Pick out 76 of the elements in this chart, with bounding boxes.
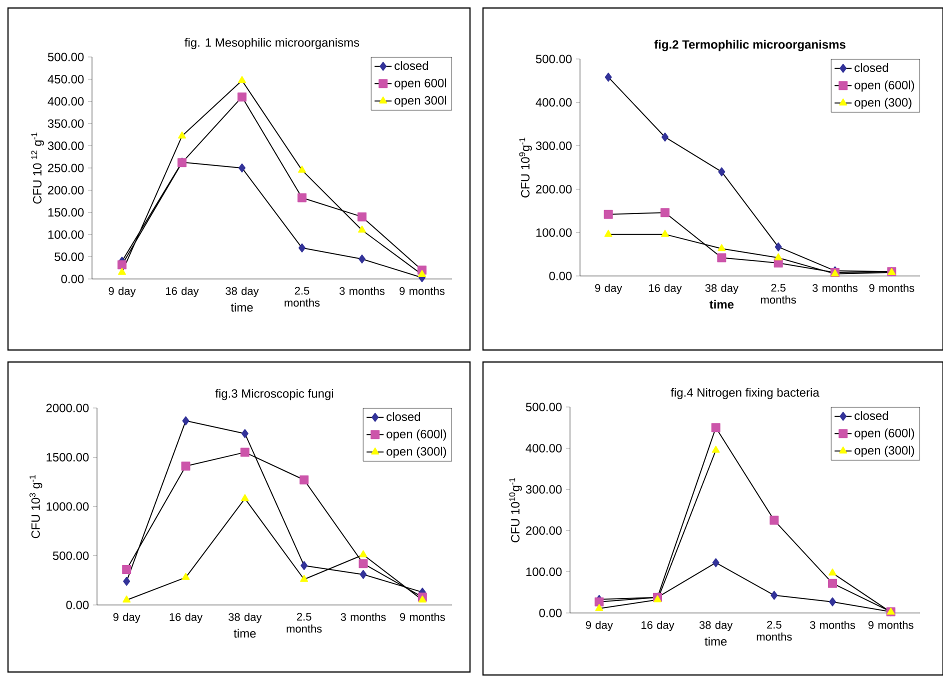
x-tick-label: 16 day — [642, 620, 674, 632]
x-tick-label: 2.5 months — [286, 612, 322, 633]
y-tick-label: 500.00 — [536, 54, 572, 64]
y-tick-label: 100.00 — [536, 228, 572, 237]
x-tick-label: 2.5 months — [761, 284, 796, 304]
x-tick-label: 38 day — [226, 286, 259, 298]
y-tick-label: 150.00 — [48, 208, 84, 217]
y-tick-label: 400.00 — [48, 97, 84, 106]
legend-label: closed — [386, 412, 420, 421]
y-axis-title: CFU 10$^{10}$g$^{-1}$ — [509, 478, 522, 542]
y-axis-title: CFU 10$^{3}$ g$^{-1}$ — [30, 475, 42, 538]
legend-label: closed — [394, 61, 428, 70]
y-axis-title: CFU 10 $^{12}$ g$^{-1}$ — [31, 132, 44, 204]
y-tick-label: 500.00 — [48, 52, 84, 62]
y-tick-label: 200.00 — [536, 184, 572, 194]
legend-label: open (300) — [854, 98, 912, 110]
x-axis-title: time — [230, 302, 253, 312]
x-tick-label: 9 months — [868, 620, 914, 629]
legend-label: open 300l — [394, 96, 446, 108]
x-tick-label: 16 day — [166, 286, 199, 298]
x-tick-label: 3 months — [340, 612, 386, 621]
chart-title: fig.4 Nitrogen fixing bacteria — [670, 388, 820, 400]
x-tick-label: 9 months — [400, 286, 445, 295]
x-tick-label: 3 months — [812, 284, 858, 292]
x-tick-label: 38 day — [228, 612, 262, 624]
x-axis-title: time — [704, 636, 727, 646]
y-tick-label: 1500.00 — [46, 452, 89, 462]
legend-label: open (300l) — [386, 446, 446, 458]
x-tick-label: 2.5 months — [284, 286, 320, 307]
legend-label: open (600l) — [386, 429, 446, 441]
y-tick-label: 100.00 — [526, 568, 562, 576]
y-tick-label: 200.00 — [526, 526, 562, 535]
y-tick-label: 500.00 — [52, 551, 89, 560]
chart-title: fig. 1 Mesophilic microorganisms — [184, 38, 360, 50]
y-tick-label: 300.00 — [526, 485, 562, 494]
y-tick-label: 0.00 — [549, 272, 572, 280]
chart-title: fig.3 Microscopic fungi — [215, 388, 334, 400]
x-tick-label: 9 months — [400, 612, 445, 621]
x-tick-label: 16 day — [170, 612, 203, 624]
legend-label: open (600l) — [854, 428, 914, 440]
y-tick-label: 1000.00 — [46, 502, 89, 511]
y-tick-label: 300.00 — [48, 142, 84, 150]
legend-label: open (300l) — [854, 446, 914, 458]
x-tick-label: 9 day — [586, 620, 613, 632]
x-tick-label: 9 day — [113, 612, 140, 624]
y-tick-label: 350.00 — [48, 119, 84, 128]
legend-label: closed — [854, 411, 888, 420]
y-tick-label: 2000.00 — [46, 404, 89, 412]
x-axis-title: time — [709, 300, 734, 309]
y-tick-label: 400.00 — [526, 444, 562, 452]
x-tick-label: 38 day — [699, 620, 733, 632]
y-tick-label: 50.00 — [54, 252, 84, 262]
y-tick-label: 450.00 — [48, 74, 84, 84]
x-axis-title: time — [234, 628, 256, 638]
y-tick-label: 0.00 — [61, 274, 84, 284]
y-tick-label: 0.00 — [66, 600, 89, 610]
x-tick-label: 2.5 months — [756, 620, 792, 641]
x-tick-label: 38 day — [705, 284, 738, 294]
y-tick-label: 400.00 — [536, 98, 572, 107]
legend-label: open (600l) — [854, 80, 914, 92]
x-tick-label: 3 months — [340, 286, 385, 295]
y-tick-label: 250.00 — [48, 164, 84, 172]
x-tick-label: 9 months — [869, 284, 914, 292]
x-tick-label: 3 months — [810, 620, 856, 629]
y-tick-label: 100.00 — [48, 230, 84, 239]
y-axis-title: CFU 10$^{9}$g$^{-1}$ — [519, 138, 532, 198]
x-tick-label: 16 day — [649, 284, 682, 294]
y-tick-label: 200.00 — [48, 186, 84, 194]
x-tick-label: 9 day — [595, 284, 622, 294]
x-tick-label: 9 day — [108, 286, 136, 298]
y-tick-label: 500.00 — [526, 402, 562, 412]
y-tick-label: 0.00 — [539, 608, 562, 618]
legend-label: closed — [854, 63, 888, 72]
legend-label: open 600l — [394, 78, 446, 90]
chart-title: fig.2 Termophilic microorganisms — [654, 40, 846, 52]
y-tick-label: 300.00 — [536, 142, 572, 150]
